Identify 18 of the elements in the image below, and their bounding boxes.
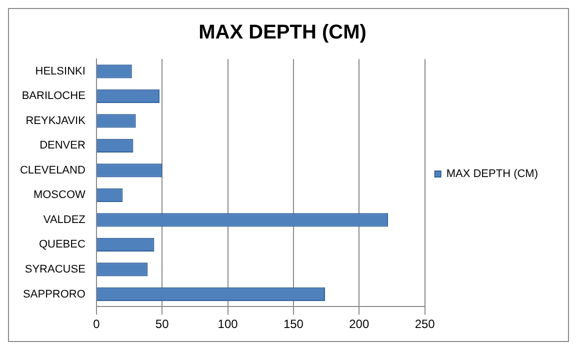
y-tick-label: SAPPRORO	[23, 288, 86, 300]
y-tick-label: MOSCOW	[33, 189, 86, 202]
y-tick-label: DENVER	[40, 140, 86, 152]
chart-title: MAX DEPTH (CM)	[198, 22, 366, 44]
x-tick-label: 200	[349, 317, 370, 332]
y-tick-label: REYKJAVIK	[26, 114, 86, 127]
x-tick-label: 100	[218, 317, 238, 332]
y-tick-label: BARILOCHE	[22, 90, 86, 102]
y-tick-label: QUEBEC	[38, 238, 86, 251]
x-tick-label: 150	[283, 317, 304, 332]
y-tick-label: SYRACUSE	[24, 263, 86, 276]
x-tick-label: 250	[414, 317, 436, 332]
y-tick-label: VALDEZ	[43, 214, 86, 226]
legend-label: MAX DEPTH (CM)	[446, 168, 538, 180]
x-tick-label: 50	[155, 317, 170, 332]
x-tick-label: 0	[93, 317, 100, 332]
y-tick-label: CLEVELAND	[20, 164, 86, 176]
y-tick-label: HELSINKI	[35, 65, 86, 78]
